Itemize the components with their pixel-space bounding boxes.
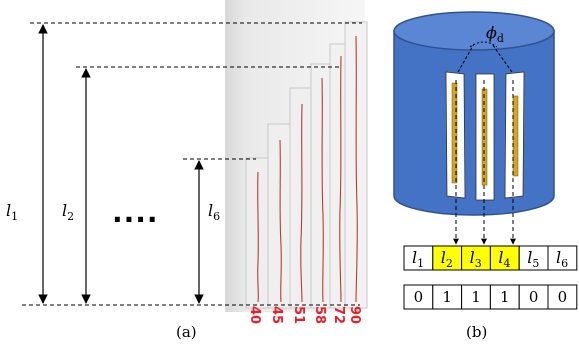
strip-number-6: 90	[347, 306, 362, 324]
angle-dashed-right	[491, 43, 513, 73]
sensor-strips	[245, 21, 368, 309]
length-cell-box	[403, 245, 434, 271]
length-cell: l3	[461, 245, 491, 271]
length-cell-sub: 4	[504, 257, 511, 270]
length-cell-base: l	[441, 248, 446, 267]
ellipsis: ····	[112, 203, 159, 236]
binary-cell-value: 1	[442, 288, 452, 306]
binary-cell-box	[432, 284, 463, 310]
caption-b: (b)	[466, 323, 487, 341]
length-cell-base: l	[412, 248, 417, 267]
binary-cell: 1	[461, 284, 491, 310]
length-cell: l5	[518, 245, 549, 271]
strip-number-2: 45	[269, 306, 284, 324]
length-cell-sub: 1	[417, 257, 424, 270]
length-cell-label: l6	[556, 248, 568, 270]
binary-cell: 0	[547, 284, 578, 310]
length-cell-label: l3	[470, 248, 482, 270]
label-phi-d: ϕd	[486, 23, 504, 45]
reference-lines	[22, 22, 362, 306]
length-cell: l4	[489, 245, 520, 271]
strip-number-1: 40	[247, 306, 262, 324]
electrode-left	[451, 82, 458, 184]
binary-cell-box	[547, 284, 578, 310]
label-l6: l6	[208, 201, 220, 223]
trace-5	[339, 55, 342, 303]
trace-2	[279, 139, 282, 303]
binary-cell: 1	[489, 284, 520, 310]
cylinder-strips	[445, 71, 525, 201]
binary-cell-value: 0	[558, 288, 568, 306]
binary-cell-box	[518, 284, 549, 310]
label-l1: l1	[6, 201, 18, 223]
length-cell-sub: 2	[446, 257, 453, 270]
length-cell: l1	[403, 245, 434, 271]
binary-cell: 0	[518, 284, 549, 310]
binary-cell-value: 0	[529, 288, 539, 306]
length-cell-label: l2	[441, 248, 453, 270]
angle-indicator	[457, 41, 513, 73]
binary-cell-value: 0	[414, 288, 424, 306]
binary-cell: 0	[403, 284, 434, 310]
length-cell-base: l	[556, 248, 561, 267]
length-cell: l6	[547, 245, 578, 271]
trace-6	[355, 35, 358, 303]
sensor-traces	[257, 35, 358, 303]
electrode-right	[512, 95, 519, 177]
trace-1	[257, 171, 259, 303]
length-cell-sub: 6	[561, 257, 568, 270]
length-cell-sub: 3	[475, 257, 482, 270]
length-cell-label: l1	[412, 248, 424, 270]
length-cell-sub: 5	[532, 257, 539, 270]
binary-cell-value: 1	[500, 288, 510, 306]
binary-cell-value: 1	[471, 288, 481, 306]
projection-arrows	[453, 80, 516, 245]
cylinder-top	[393, 11, 555, 51]
length-cell-label: l5	[527, 248, 539, 270]
label-l2: l2	[62, 201, 74, 223]
panel-a: 40 45 51 58 72 90 l1 l2 l6 ···· (a)	[6, 0, 368, 341]
length-cell-highlight	[461, 245, 491, 271]
trace-3	[300, 103, 303, 303]
strip-number-4: 58	[312, 306, 327, 324]
length-cell-highlight	[489, 245, 520, 271]
length-cell: l2	[432, 245, 463, 271]
caption-a: (a)	[176, 323, 197, 341]
length-arrows	[38, 24, 204, 304]
length-cell-base: l	[470, 248, 475, 267]
length-table-row: l1 l2 l3 l4 l5 l6	[403, 245, 578, 271]
length-cell-highlight	[432, 245, 463, 271]
angle-dashed-left	[457, 43, 475, 73]
strip-number-3: 51	[291, 306, 306, 324]
binary-cell-box	[461, 284, 491, 310]
strip-number-5: 72	[331, 306, 346, 324]
binary-cell: 1	[432, 284, 463, 310]
length-cell-box	[547, 245, 578, 271]
length-cell-label: l4	[498, 248, 510, 270]
trace-4	[321, 77, 324, 303]
strip-numbers: 40 45 51 58 72 90	[247, 306, 362, 324]
length-cell-base: l	[527, 248, 532, 267]
cylinder-body	[393, 30, 555, 216]
length-cell-base: l	[498, 248, 503, 267]
